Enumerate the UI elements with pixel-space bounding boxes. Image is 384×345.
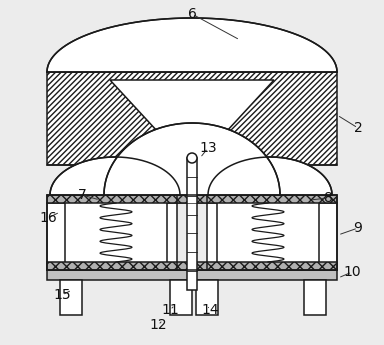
Bar xyxy=(47,72,337,165)
Text: 12: 12 xyxy=(149,318,167,332)
Text: 11: 11 xyxy=(161,303,179,317)
Bar xyxy=(187,158,197,290)
Text: 2: 2 xyxy=(354,121,362,135)
Text: 6: 6 xyxy=(187,7,197,21)
Text: 7: 7 xyxy=(78,188,86,202)
Bar xyxy=(47,195,337,203)
Bar xyxy=(170,280,192,315)
Circle shape xyxy=(187,153,197,163)
Text: 10: 10 xyxy=(343,265,361,279)
Bar xyxy=(207,203,217,270)
Polygon shape xyxy=(110,80,274,158)
Bar xyxy=(47,203,65,270)
Text: 15: 15 xyxy=(53,288,71,302)
Text: 14: 14 xyxy=(201,303,219,317)
Bar xyxy=(319,203,337,270)
Text: 16: 16 xyxy=(39,211,57,225)
Polygon shape xyxy=(208,157,332,195)
Polygon shape xyxy=(47,18,337,72)
Bar xyxy=(196,280,218,315)
Bar xyxy=(60,280,82,315)
Bar xyxy=(217,203,319,263)
Bar xyxy=(65,203,167,263)
Polygon shape xyxy=(50,157,180,195)
Text: 8: 8 xyxy=(324,191,333,205)
Bar xyxy=(167,203,177,270)
Bar xyxy=(47,270,337,280)
Text: 13: 13 xyxy=(199,141,217,155)
Bar xyxy=(47,262,337,270)
Text: 9: 9 xyxy=(354,221,362,235)
Bar xyxy=(304,280,326,315)
Polygon shape xyxy=(104,123,280,195)
